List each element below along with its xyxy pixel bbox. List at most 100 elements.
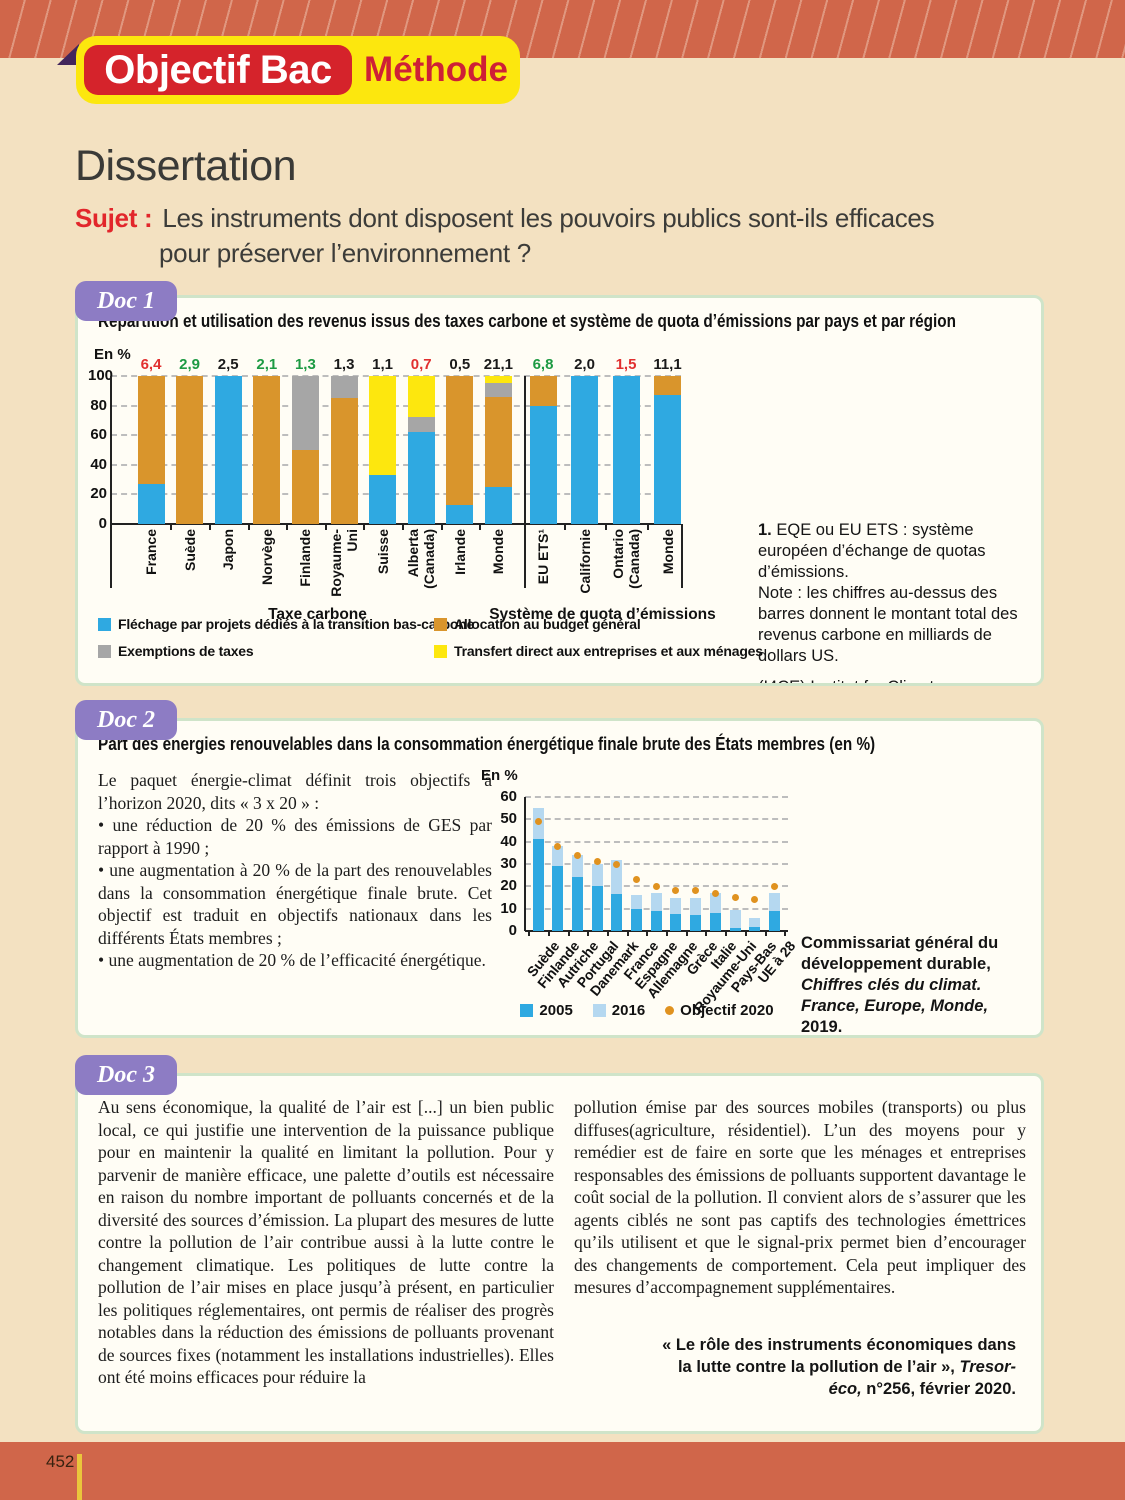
x-tick: [528, 931, 531, 936]
objectif-bac-badge: Objectif Bac: [84, 45, 352, 95]
bar-2016: [749, 917, 761, 927]
legend-label: Exemptions de taxes: [118, 643, 254, 659]
subject-line2: pour préserver l’environnement ?: [159, 238, 531, 268]
x-category-label: EU ETS¹: [535, 529, 551, 585]
objective-dot: [652, 882, 660, 890]
bar-segment: [330, 376, 358, 399]
y-tick-label: 40: [90, 455, 107, 473]
footnote-text: EQE ou EU ETS : système européen d’échan…: [758, 521, 986, 581]
bar-value-label: 1,3: [294, 356, 316, 373]
page-title: Dissertation: [75, 142, 297, 190]
bar-value-label: 2,5: [217, 356, 239, 373]
doc2-bullet: • une augmentation de 20 % de l’efficaci…: [98, 950, 486, 970]
x-category-label: Japon: [220, 529, 237, 571]
doc2-panel: Part des énergies renouvelables dans la …: [75, 718, 1044, 1038]
bar-segment: [369, 376, 397, 476]
bar-segment: [529, 376, 557, 406]
doc1-axis-unit: En %: [94, 346, 131, 363]
objective-dot: [554, 842, 562, 850]
bar-value-label: 21,1: [483, 356, 513, 373]
bar-2005: [611, 894, 623, 931]
doc2-badge: Doc 2: [75, 700, 177, 740]
bar-2005: [571, 877, 583, 931]
bar-2016: [591, 864, 603, 887]
bar-segment: [654, 376, 681, 396]
doc2-axis-unit: En %: [481, 767, 518, 784]
legend-swatch-gray: [98, 644, 111, 658]
y-tick-label: 60: [90, 426, 107, 444]
group-label: Système de quota d’émissions: [489, 606, 716, 623]
subject-label: Sujet :: [75, 203, 153, 233]
doc1-legend: Fléchage par projets dédiés à la transit…: [98, 614, 1023, 666]
gridline: [111, 523, 681, 525]
bar-value-label: 11,1: [653, 356, 682, 373]
bar-2005: [591, 886, 603, 931]
bar-2005: [532, 839, 544, 931]
bar-segment: [291, 376, 319, 450]
subject-line1: Les instruments dont disposent les pouvo…: [162, 203, 935, 233]
x-tick: [286, 524, 289, 530]
methode-label: Méthode: [364, 50, 508, 89]
legend-item: Transfert direct aux entreprises et aux …: [434, 643, 763, 659]
x-category-label: Finlande: [297, 529, 314, 587]
x-tick: [563, 524, 566, 530]
x-category-label: Irlande: [451, 529, 468, 575]
x-tick: [208, 524, 211, 530]
bar-2016: [631, 895, 642, 909]
x-tick: [646, 931, 649, 936]
legend-swatch-2005: [520, 1004, 534, 1017]
legend-swatch-yellow: [434, 644, 447, 658]
gridline: [525, 840, 788, 843]
legend-item: Allocation au budget général: [434, 616, 641, 632]
bar-2016: [611, 859, 623, 895]
bar-2005: [729, 927, 741, 931]
axis-edge-left: [110, 524, 112, 588]
gridline: [525, 930, 788, 932]
source-title: Chiffres clés du climat. France, Europe,…: [801, 976, 989, 1015]
x-category-label: Norvège: [258, 529, 275, 586]
bar-segment: [571, 376, 598, 524]
x-tick: [705, 931, 708, 936]
legend-label: Transfert direct aux entreprises et aux …: [454, 643, 763, 659]
doc1-title: Répartition et utilisation des revenus i…: [98, 311, 956, 331]
bar-2005: [690, 915, 702, 931]
doc3-column-left: Au sens économique, la qualité de l’air …: [98, 1097, 554, 1387]
page-number-tick: [77, 1454, 82, 1500]
objective-dot: [593, 858, 601, 866]
bottom-decorative-band: [0, 1442, 1125, 1500]
gridline: [525, 796, 788, 798]
doc2-chart: En % 2005 2016 Objectif 2020 0 10 20 30 40 50…: [473, 767, 821, 1025]
legend-label: Objectif 2020: [680, 1002, 774, 1019]
gridline: [525, 818, 788, 821]
y-axis: [524, 797, 526, 931]
x-tick: [784, 931, 787, 936]
bar-segment: [446, 504, 474, 524]
doc3-column-right: pollution émise par des sources mobiles …: [574, 1097, 1026, 1297]
x-tick: [666, 931, 669, 936]
x-category-label: Alberta (Canada): [405, 529, 438, 589]
legend-label: 2005: [539, 1002, 573, 1019]
legend-swatch-2016: [592, 1004, 606, 1017]
bar-2016: [670, 897, 682, 915]
doc2-bullet: • une augmentation à 20 % de la part des…: [98, 860, 492, 948]
x-tick: [324, 524, 327, 530]
legend-swatch-blue: [98, 617, 111, 631]
bar-value-label: 6,8: [532, 356, 554, 373]
legend-item: 2005: [520, 1002, 573, 1019]
bar-segment: [253, 376, 281, 524]
bar-2005: [650, 910, 662, 931]
bar-value-label: 1,3: [333, 356, 355, 373]
x-tick: [587, 931, 590, 936]
doc2-text: Le paquet énergie-climat définit trois o…: [98, 769, 492, 972]
header-badge: Objectif Bac Méthode: [76, 36, 520, 104]
legend-item: Objectif 2020: [665, 1002, 774, 1019]
group-divider: [524, 376, 526, 588]
bar-value-label: 0,5: [449, 356, 471, 373]
bar-2016: [571, 855, 583, 878]
group-label: Taxe carbone: [268, 606, 367, 623]
footnote-number: 1.: [758, 521, 772, 539]
bar-2016: [690, 897, 702, 916]
subject-block: Sujet : Les instruments dont disposent le…: [75, 201, 935, 271]
bar-value-label: 2,0: [574, 356, 595, 373]
x-tick: [764, 931, 767, 936]
